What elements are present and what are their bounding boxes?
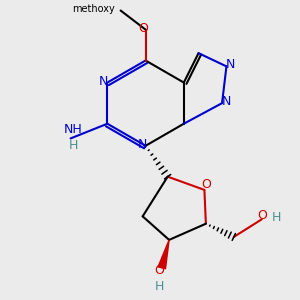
Text: O: O [201, 178, 211, 191]
Text: H: H [69, 139, 78, 152]
Text: N: N [137, 138, 147, 151]
Text: O: O [138, 22, 148, 35]
Text: H: H [272, 211, 281, 224]
Text: methoxy: methoxy [72, 4, 115, 14]
Text: NH: NH [64, 123, 83, 136]
Text: N: N [226, 58, 236, 71]
Polygon shape [158, 240, 169, 269]
Text: H: H [155, 280, 164, 292]
Text: N: N [222, 95, 231, 108]
Text: O: O [154, 264, 164, 277]
Text: O: O [257, 209, 267, 222]
Text: N: N [99, 75, 109, 88]
